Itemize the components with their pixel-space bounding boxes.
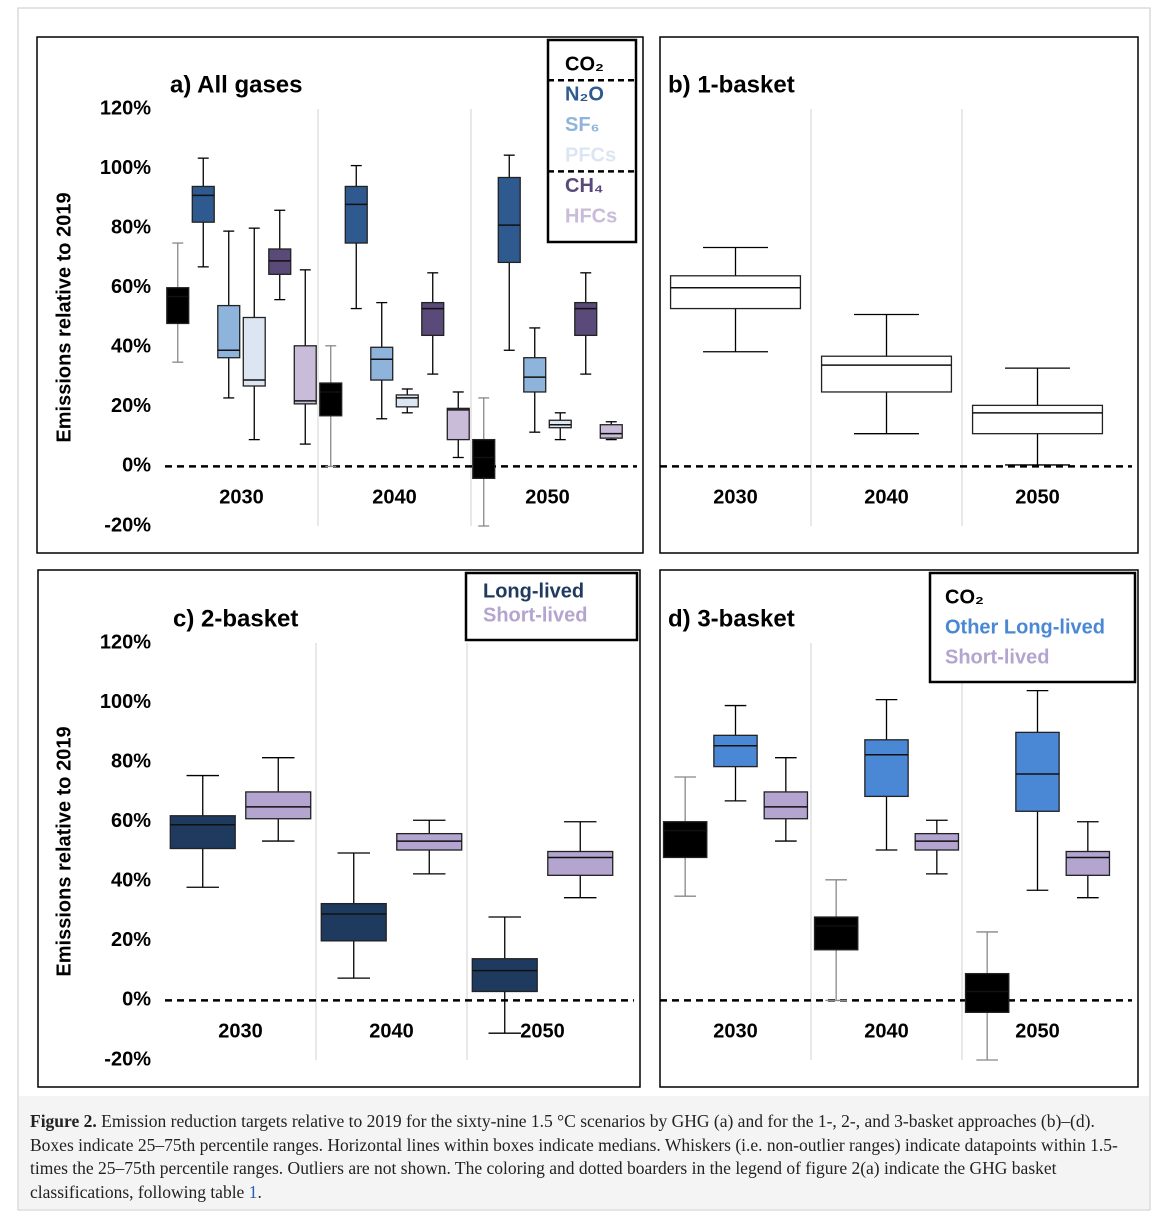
legend-entry: PFCs [565, 144, 616, 166]
caption-end: . [257, 1181, 262, 1202]
box [662, 821, 708, 859]
box [471, 958, 538, 993]
caption-text: Emission reduction targets relative to 2… [30, 1111, 1118, 1202]
legend-entry: Short-lived [483, 604, 587, 626]
x-tick-label: 2050 [520, 1020, 565, 1042]
caption-background [19, 1096, 1149, 1209]
panel: b) 1-basket 2030 2040 2050 [659, 36, 1139, 554]
y-tick-label: 20% [111, 395, 151, 417]
legend-entry: HFCs [565, 205, 617, 227]
box [669, 275, 802, 310]
y-tick-label: 100% [100, 157, 151, 179]
panel-title: a) All gases [170, 71, 303, 98]
y-axis-label: Emissions relative to 2019 [53, 726, 75, 976]
panel: c) 2-basket Emissions relative to 2019 -20… [37, 569, 641, 1088]
box [166, 287, 190, 325]
box [820, 355, 953, 393]
table-reference[interactable]: 1 [248, 1181, 258, 1202]
x-tick-label: 2040 [369, 1020, 414, 1042]
y-tick-label: -20% [104, 514, 151, 536]
box [421, 301, 445, 337]
box [217, 304, 241, 359]
y-tick-label: -20% [104, 1048, 151, 1070]
y-tick-label: 40% [111, 870, 151, 892]
legend-entry: SF₆ [565, 114, 600, 136]
legend-entry: Other Long-lived [945, 616, 1105, 638]
box [319, 382, 343, 417]
box [763, 791, 809, 820]
x-tick-label: 2050 [1015, 486, 1060, 508]
box [472, 438, 496, 479]
panel-frame [659, 36, 1139, 554]
x-tick-label: 2050 [1015, 1020, 1060, 1042]
box [293, 345, 317, 405]
box [395, 394, 419, 408]
y-tick-label: 80% [111, 216, 151, 238]
panel: a) All gases Emissions relative to 2019 -2… [36, 36, 644, 554]
panel-title: c) 2-basket [173, 605, 298, 632]
box [864, 739, 909, 798]
y-tick-label: 60% [111, 810, 151, 832]
y-tick-label: 120% [100, 631, 151, 653]
panel-frame [36, 36, 644, 554]
y-tick-label: 20% [111, 929, 151, 951]
caption-label: Figure 2. [30, 1111, 97, 1131]
box [242, 316, 266, 387]
x-tick-label: 2040 [372, 486, 417, 508]
box [713, 734, 758, 768]
box [964, 972, 1010, 1013]
box [497, 176, 521, 264]
legend-box [928, 571, 1137, 684]
box [523, 357, 547, 393]
box [320, 902, 387, 942]
panel-title: b) 1-basket [668, 71, 795, 98]
box [245, 791, 312, 820]
panel-frame [37, 569, 641, 1088]
box [1015, 731, 1060, 812]
legend-box [464, 571, 639, 642]
legend-entry: CH₄ [565, 175, 603, 197]
y-tick-label: 60% [111, 276, 151, 298]
box [191, 185, 215, 223]
y-tick-label: 40% [111, 336, 151, 358]
y-tick-label: 80% [111, 750, 151, 772]
y-axis-label: Emissions relative to 2019 [53, 192, 75, 442]
box [574, 301, 598, 337]
y-tick-label: 0% [122, 989, 151, 1011]
legend-entry: CO₂ [565, 53, 604, 75]
legend-entry: Short-lived [945, 646, 1049, 668]
x-tick-label: 2040 [864, 1020, 909, 1042]
box [446, 407, 470, 441]
legend-entry: CO₂ [945, 586, 984, 608]
legend-entry: N₂O [565, 84, 604, 106]
figure-border [17, 7, 1151, 1211]
box [599, 424, 623, 439]
box [370, 346, 394, 381]
x-tick-label: 2030 [713, 486, 758, 508]
box [813, 916, 859, 951]
legend-entry: Long-lived [483, 580, 584, 602]
y-tick-label: 0% [122, 455, 151, 477]
x-tick-label: 2050 [525, 486, 570, 508]
legend-box [546, 38, 638, 244]
x-tick-label: 2030 [713, 1020, 758, 1042]
box [1065, 850, 1111, 876]
caption: Figure 2. Emission reduction targets rel… [30, 1110, 1140, 1204]
box [169, 815, 236, 850]
box [971, 404, 1104, 435]
x-tick-label: 2040 [864, 486, 909, 508]
x-tick-label: 2030 [218, 1020, 263, 1042]
panel-frame [659, 569, 1139, 1088]
y-tick-label: 120% [100, 97, 151, 119]
panel: d) 3-basket 2030 2040 2050 CO₂ Other Long-liv… [659, 569, 1139, 1088]
box [344, 185, 368, 244]
x-tick-label: 2030 [219, 486, 264, 508]
y-tick-label: 100% [100, 691, 151, 713]
box [547, 850, 614, 876]
panel-title: d) 3-basket [668, 605, 795, 632]
